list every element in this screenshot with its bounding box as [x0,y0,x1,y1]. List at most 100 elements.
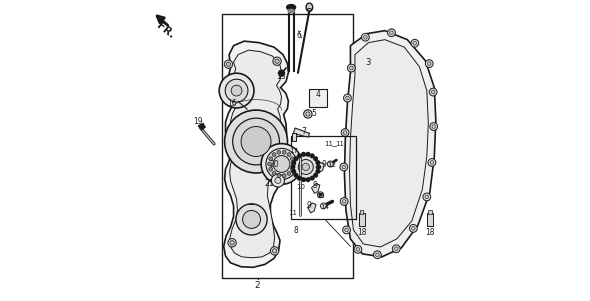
Circle shape [389,31,394,35]
Text: 11: 11 [324,141,333,147]
Circle shape [349,66,353,70]
Text: 9: 9 [306,201,311,210]
Circle shape [340,163,348,171]
Circle shape [273,249,277,253]
Circle shape [319,194,322,196]
Circle shape [310,176,314,180]
Circle shape [297,176,301,180]
Ellipse shape [288,9,294,13]
Text: 11: 11 [288,210,297,216]
Circle shape [228,239,236,247]
Polygon shape [345,31,436,257]
Text: 9: 9 [313,181,318,190]
Text: 21: 21 [265,179,274,188]
Circle shape [275,59,279,63]
Text: 11: 11 [335,141,344,147]
Polygon shape [307,203,316,213]
Circle shape [304,110,312,118]
Text: 19: 19 [193,116,202,126]
Text: 18: 18 [357,228,366,237]
Circle shape [317,192,323,198]
Text: 7: 7 [301,127,306,136]
Polygon shape [312,183,320,193]
Bar [427,213,433,226]
Polygon shape [224,41,289,267]
Circle shape [277,150,281,154]
Text: 12: 12 [327,162,336,168]
Bar [222,14,353,278]
Text: 8: 8 [293,226,298,235]
Circle shape [231,85,242,96]
Circle shape [431,90,435,94]
Circle shape [345,228,348,232]
Text: 9: 9 [322,160,326,169]
Circle shape [273,156,290,172]
Circle shape [299,160,313,175]
Circle shape [316,169,320,173]
Text: 6: 6 [296,31,301,40]
Circle shape [413,42,417,45]
Polygon shape [230,50,281,258]
Text: 17: 17 [289,148,299,154]
Circle shape [270,247,279,255]
Circle shape [356,248,360,251]
Text: 16: 16 [227,99,237,108]
Bar [359,213,365,226]
Circle shape [430,161,434,164]
Circle shape [412,227,415,230]
Circle shape [425,60,433,67]
Circle shape [301,153,306,156]
Circle shape [363,36,367,39]
Circle shape [272,153,276,157]
Circle shape [301,178,306,182]
Circle shape [287,171,291,175]
Circle shape [310,154,314,158]
Circle shape [430,88,437,96]
Circle shape [432,125,435,128]
Circle shape [277,174,281,178]
Circle shape [290,167,294,171]
Circle shape [261,144,302,184]
Circle shape [282,174,286,178]
Circle shape [242,210,261,228]
Circle shape [219,73,254,108]
Circle shape [297,154,301,158]
Circle shape [395,247,398,250]
Polygon shape [198,123,205,129]
Circle shape [290,157,294,161]
Circle shape [294,155,318,179]
Bar [428,210,432,214]
Circle shape [292,169,296,173]
Circle shape [291,165,294,169]
Circle shape [294,173,298,177]
Text: 2: 2 [255,281,260,290]
Circle shape [241,126,271,157]
Circle shape [340,197,348,205]
Polygon shape [316,163,324,172]
Circle shape [282,150,286,154]
Circle shape [343,226,350,234]
Circle shape [266,148,297,180]
Circle shape [346,96,349,100]
Circle shape [306,178,310,182]
Text: 13: 13 [276,72,286,81]
Text: 18: 18 [425,228,435,237]
Ellipse shape [307,8,312,11]
Bar [360,210,363,214]
Circle shape [287,153,291,157]
Text: 20: 20 [270,160,280,169]
Circle shape [273,57,281,65]
Circle shape [427,62,431,65]
Circle shape [314,157,317,160]
Circle shape [232,118,280,165]
Circle shape [314,173,317,177]
Circle shape [291,162,296,166]
Text: 14: 14 [320,204,329,210]
Circle shape [227,62,231,66]
Circle shape [224,60,232,68]
Circle shape [373,251,381,259]
Circle shape [341,129,349,136]
Circle shape [225,110,287,173]
Ellipse shape [287,5,296,10]
Circle shape [376,253,379,256]
